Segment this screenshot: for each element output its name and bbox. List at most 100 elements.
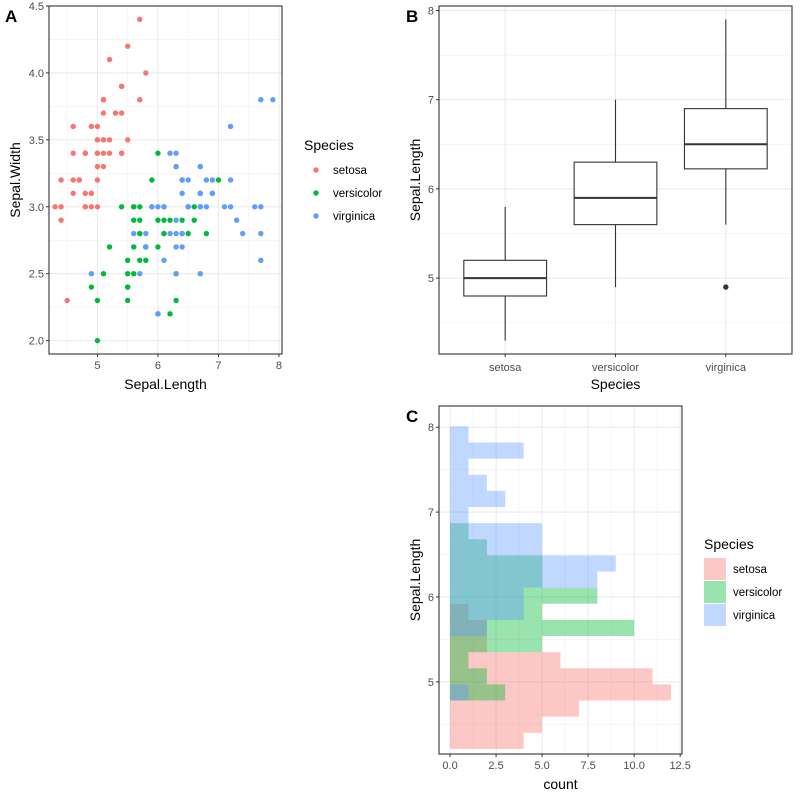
- data-point-setosa: [94, 123, 101, 130]
- y-tick-label: 5: [428, 677, 434, 689]
- legend-label-setosa: setosa: [733, 564, 767, 576]
- data-point-versicolor: [143, 257, 149, 264]
- y-tick-label: 6: [428, 592, 434, 604]
- panel-b-x-ticks: setosa versicolor virginica: [489, 354, 747, 374]
- histogram-bar-virginica: [450, 490, 506, 508]
- data-point-versicolor: [203, 230, 210, 237]
- data-point-setosa: [118, 110, 125, 116]
- data-point-versicolor: [137, 257, 143, 264]
- data-point-virginica: [227, 177, 234, 183]
- x-tick-label: versicolor: [592, 362, 639, 374]
- data-point-virginica: [197, 163, 203, 170]
- histogram-bar-versicolor: [450, 668, 487, 685]
- y-tick-label: 2.5: [29, 269, 44, 281]
- histogram-bar-virginica: [450, 539, 543, 556]
- data-point-versicolor: [124, 297, 131, 304]
- panel-c-legend-title: Species: [704, 536, 754, 552]
- panel-c-y-ticks: 5 6 7 8: [428, 422, 439, 689]
- data-point-versicolor: [137, 204, 143, 210]
- data-point-virginica: [161, 257, 167, 264]
- histogram-bar-setosa: [450, 636, 487, 653]
- data-point-versicolor: [131, 244, 137, 250]
- legend-label-setosa: setosa: [333, 165, 367, 177]
- panel-c-x-ticks: 0.0 2.5 5.0 7.5 10.0 12.5: [442, 754, 691, 772]
- data-point-versicolor: [124, 284, 131, 290]
- data-point-setosa: [58, 177, 64, 183]
- data-point-setosa: [70, 123, 76, 130]
- y-tick-label: 4.0: [29, 68, 44, 80]
- data-point-setosa: [52, 204, 58, 210]
- data-point-setosa: [100, 137, 107, 143]
- panel-a-scatter: 5 6 7 8 2.0 2.5 3.0 3.5 4.0 4.5 Sepal.Length Sep…: [5, 1, 382, 392]
- x-tick-label: 12.5: [669, 760, 690, 772]
- histogram-bar-setosa: [450, 668, 653, 685]
- histogram-bar-virginica: [450, 587, 524, 604]
- data-point-setosa: [100, 110, 107, 116]
- data-point-setosa: [64, 297, 70, 304]
- data-point-virginica: [131, 230, 137, 237]
- data-point-virginica: [173, 163, 179, 170]
- x-tick-label: 7.5: [580, 760, 595, 772]
- data-point-setosa: [94, 177, 101, 183]
- y-tick-label: 8: [428, 5, 434, 17]
- histogram-bar-versicolor: [450, 523, 469, 540]
- data-point-setosa: [88, 123, 95, 130]
- panel-b-y-ticks: 5 6 7 8: [428, 5, 439, 285]
- panel-c-histogram: 0.0 2.5 5.0 7.5 10.0 12.5 5 6 7 8 count Sepal.Le…: [406, 405, 782, 792]
- legend-key-virginica: [313, 213, 319, 219]
- data-point-versicolor: [191, 204, 197, 210]
- data-point-virginica: [155, 204, 161, 210]
- panel-b-y-axis-title: Sepal.Length: [407, 139, 423, 222]
- data-point-setosa: [94, 204, 101, 210]
- panel-a-x-axis-title: Sepal.Length: [124, 376, 207, 392]
- data-point-versicolor: [173, 297, 179, 304]
- data-point-versicolor: [155, 150, 161, 156]
- data-point-virginica: [185, 177, 191, 183]
- x-tick-label: 7: [215, 360, 221, 372]
- data-point-setosa: [106, 150, 113, 156]
- data-point-setosa: [100, 96, 107, 103]
- y-tick-label: 4.5: [29, 1, 44, 13]
- box-virginica: [683, 19, 768, 290]
- data-point-setosa: [94, 150, 101, 156]
- data-point-versicolor: [100, 270, 107, 277]
- panel-a-background: [49, 6, 282, 354]
- data-point-virginica: [227, 123, 234, 130]
- data-point-setosa: [94, 137, 101, 143]
- data-point-virginica: [173, 217, 179, 223]
- data-point-virginica: [173, 230, 179, 237]
- data-point-versicolor: [161, 230, 167, 237]
- data-point-versicolor: [131, 204, 137, 210]
- data-point-virginica: [252, 204, 258, 210]
- histogram-bar-virginica: [450, 442, 524, 459]
- legend-key-setosa: [704, 558, 726, 580]
- data-point-versicolor: [215, 177, 222, 183]
- legend-key-setosa: [313, 167, 319, 173]
- histogram-bar-versicolor: [450, 619, 635, 637]
- panel-c-grid: [439, 406, 682, 754]
- x-tick-label: 5: [94, 360, 100, 372]
- data-point-setosa: [137, 96, 143, 103]
- panel-a-legend-title: Species: [304, 137, 354, 153]
- histogram-bar-virginica: [450, 426, 469, 443]
- data-point-setosa: [58, 204, 64, 210]
- box-setosa: [463, 206, 548, 341]
- data-point-versicolor: [131, 217, 137, 223]
- data-point-versicolor: [131, 270, 137, 277]
- histogram-bar-versicolor: [450, 555, 543, 572]
- data-point-setosa: [106, 56, 113, 63]
- histogram-bar-virginica: [450, 523, 543, 540]
- histogram-bar-versicolor: [450, 603, 543, 620]
- data-point-versicolor: [118, 204, 125, 210]
- histogram-bar-versicolor: [450, 636, 543, 653]
- data-point-virginica: [221, 204, 228, 210]
- data-point-virginica: [173, 150, 179, 156]
- box-iqr: [683, 108, 768, 170]
- data-point-virginica: [149, 204, 155, 210]
- data-point-versicolor: [88, 284, 95, 290]
- legend-label-versicolor: versicolor: [333, 188, 382, 200]
- histogram-bar-virginica: [450, 619, 487, 637]
- data-point-versicolor: [137, 217, 143, 223]
- panel-a-y-axis-title: Sepal.Width: [7, 142, 23, 217]
- panel-b-tag: B: [406, 7, 418, 26]
